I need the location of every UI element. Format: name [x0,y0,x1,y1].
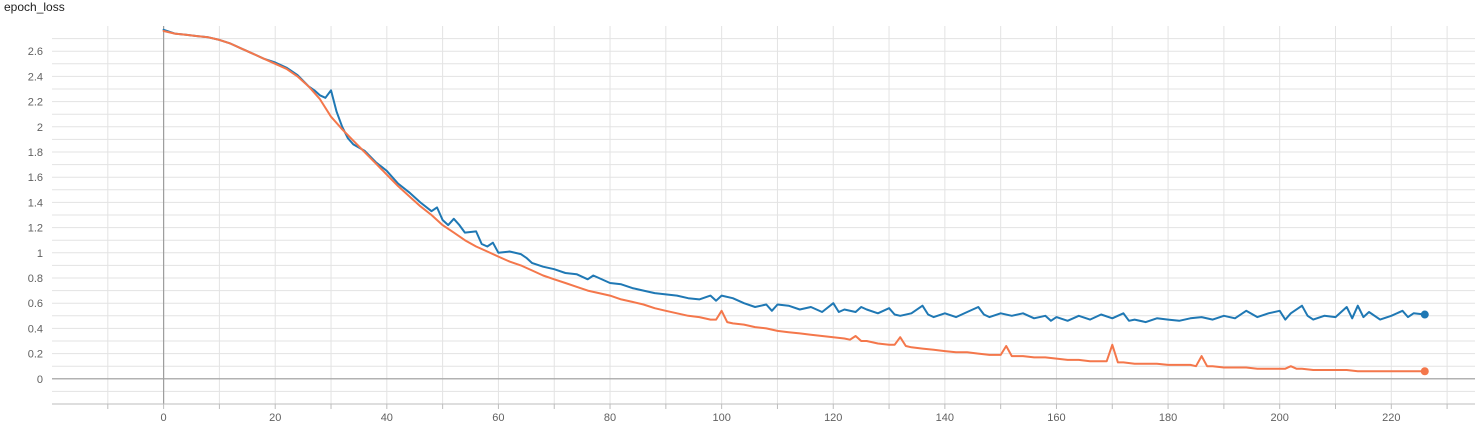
y-tick-label: 1.2 [28,223,43,235]
y-tick-label: 0 [37,374,43,386]
x-tick-label: 220 [1382,412,1400,424]
y-tick-label: 0.6 [28,298,43,310]
series-line-1 [162,30,1426,373]
x-tick-label: 60 [492,412,504,424]
x-tick-label: 200 [1271,412,1289,424]
x-tick-label: 100 [712,412,730,424]
y-tick-labels: 0 0.2 0.4 0.6 0.8 1 1.2 1.4 1.6 1.8 2 2.2 2.4 2.6 [28,46,43,386]
x-tick-label: 80 [604,412,616,424]
x-tick-labels: 0 20 40 60 80 100 120 140 160 180 200 220 [161,412,1401,424]
y-tick-label: 0.8 [28,273,43,285]
y-tick-label: 2.6 [28,46,43,58]
x-tick-label: 140 [936,412,954,424]
y-tick-label: 0.2 [28,349,43,361]
x-tick-label: 0 [161,412,167,424]
series-end-point-1[interactable] [1420,367,1429,376]
x-tick-label: 120 [824,412,842,424]
y-tick-label: 2.2 [28,97,43,109]
y-tick-label: 0.4 [28,323,43,335]
x-tick-label: 160 [1047,412,1065,424]
y-tick-label: 1.8 [28,147,43,159]
x-tick-label: 180 [1159,412,1177,424]
chart-title: epoch_loss [4,0,65,14]
series-end-point-0[interactable] [1420,310,1429,319]
series-layer [162,28,1429,376]
y-tick-label: 1.6 [28,172,43,184]
y-tick-label: 1.4 [28,197,43,209]
x-tick-label: 20 [269,412,281,424]
y-tick-label: 2.4 [28,71,43,83]
y-tick-label: 2 [37,122,43,134]
axis-layer [52,26,1475,409]
grid-layer [52,26,1475,405]
y-tick-label: 1 [37,248,43,260]
x-tick-label: 40 [381,412,393,424]
